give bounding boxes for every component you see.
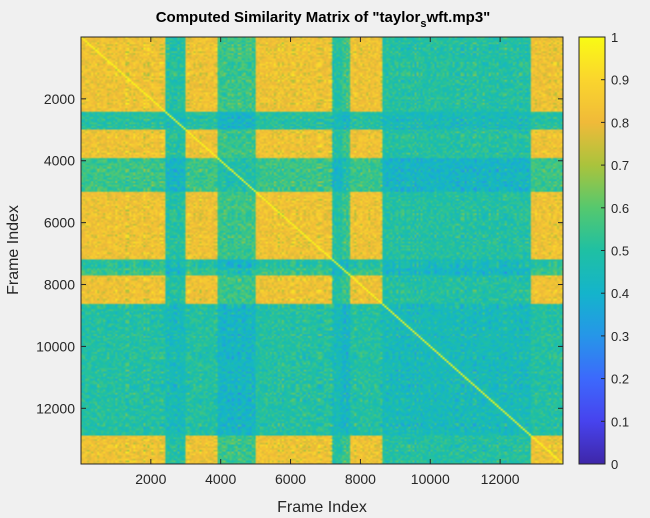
colorbar: 0 0.1 0.2 0.3 0.4 0.5 0.6 0.7 0.8 0.9 1 [578, 30, 629, 472]
plot-area [80, 36, 564, 465]
y-tick-label: 8000 [44, 277, 75, 293]
colorbar-tick-label: 0.3 [611, 329, 629, 344]
y-axis-ticks: 2000 4000 6000 8000 10000 12000 [36, 91, 563, 416]
y-tick-label: 10000 [36, 338, 75, 354]
colorbar-tick-label: 1 [611, 30, 618, 45]
colorbar-ticks: 0 0.1 0.2 0.3 0.4 0.5 0.6 0.7 0.8 0.9 1 [601, 30, 629, 472]
colorbar-tick-label: 0.7 [611, 158, 629, 173]
colorbar-tick-label: 0.1 [611, 414, 629, 429]
title-subscript: s [420, 18, 426, 30]
x-tick-label: 8000 [345, 471, 376, 487]
title-main: Computed Similarity Matrix of "taylor [156, 9, 421, 26]
x-axis-label: Frame Index [277, 499, 367, 516]
plot-frame [80, 36, 564, 465]
y-tick-label: 12000 [36, 400, 75, 416]
colorbar-tick-label: 0.4 [611, 286, 629, 301]
y-tick-label: 2000 [44, 91, 75, 107]
x-tick-label: 10000 [411, 471, 450, 487]
colorbar-tick-label: 0 [611, 457, 618, 472]
colorbar-tick-label: 0.5 [611, 244, 629, 259]
chart-title: Computed Similarity Matrix of "taylorswf… [156, 9, 491, 30]
heatmap-image [81, 37, 563, 464]
x-axis-ticks: 2000 4000 6000 8000 10000 12000 [135, 37, 520, 487]
colorbar-gradient [578, 36, 606, 465]
y-tick-label: 4000 [44, 153, 75, 169]
x-tick-label: 2000 [135, 471, 166, 487]
x-tick-label: 6000 [275, 471, 306, 487]
colorbar-tick-label: 0.9 [611, 73, 629, 88]
y-tick-label: 6000 [44, 215, 75, 231]
x-tick-label: 12000 [481, 471, 520, 487]
colorbar-tick-label: 0.8 [611, 115, 629, 130]
colorbar-tick-label: 0.2 [611, 372, 629, 387]
x-tick-label: 4000 [205, 471, 236, 487]
title-tail: wft.mp3" [426, 9, 491, 26]
y-axis-label: Frame Index [5, 205, 22, 295]
colorbar-tick-label: 0.6 [611, 201, 629, 216]
